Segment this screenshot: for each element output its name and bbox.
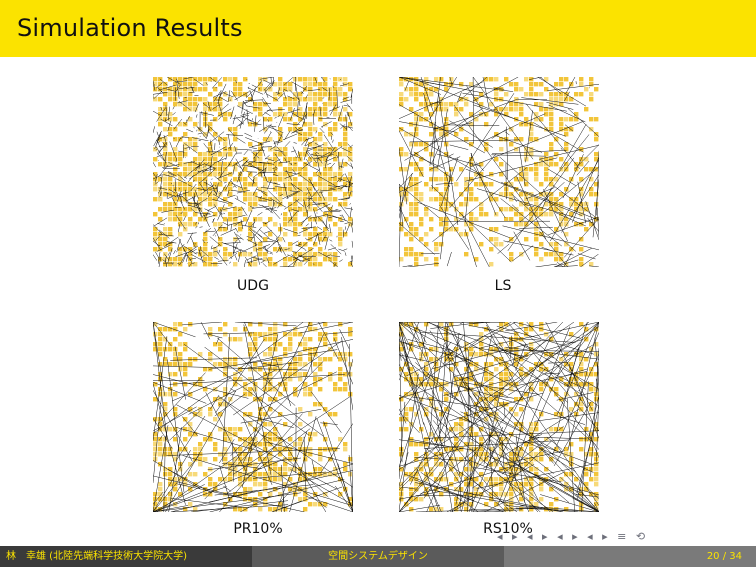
ls-network-image [399, 77, 599, 267]
rs10-network-image [399, 322, 599, 512]
beamer-navigation[interactable]: ◂ ▸ ◂ ▸ ◂ ▸ ◂ ▸ ≡ ⟲ [497, 530, 649, 543]
footer-author: 林 幸雄 (北陸先端科学技術大学院大学) [0, 546, 252, 567]
slide-header: Simulation Results [0, 0, 756, 57]
udg-plot [153, 77, 353, 267]
rs10-caption: RS10% [483, 521, 533, 537]
network-edges [399, 77, 599, 267]
udg-caption: UDG [237, 278, 269, 294]
pr10-plot [153, 322, 353, 512]
network-edges [153, 322, 353, 512]
footer-page-number: 20 / 34 [504, 546, 756, 567]
ls-plot [399, 77, 599, 267]
slide-title: Simulation Results [17, 14, 243, 42]
pr10-caption: PR10% [233, 521, 283, 537]
pr10-network-image [153, 322, 353, 512]
density-cells [153, 322, 353, 512]
slide-footer: 林 幸雄 (北陸先端科学技術大学院大学) 空間システムデザイン 20 / 34 [0, 546, 756, 567]
network-edges [153, 77, 353, 267]
network-edges [399, 322, 599, 512]
rs10-plot [399, 322, 599, 512]
footer-talk-title: 空間システムデザイン [252, 546, 504, 567]
udg-network-image [153, 77, 353, 267]
density-cells [399, 77, 599, 267]
ls-caption: LS [494, 278, 512, 294]
